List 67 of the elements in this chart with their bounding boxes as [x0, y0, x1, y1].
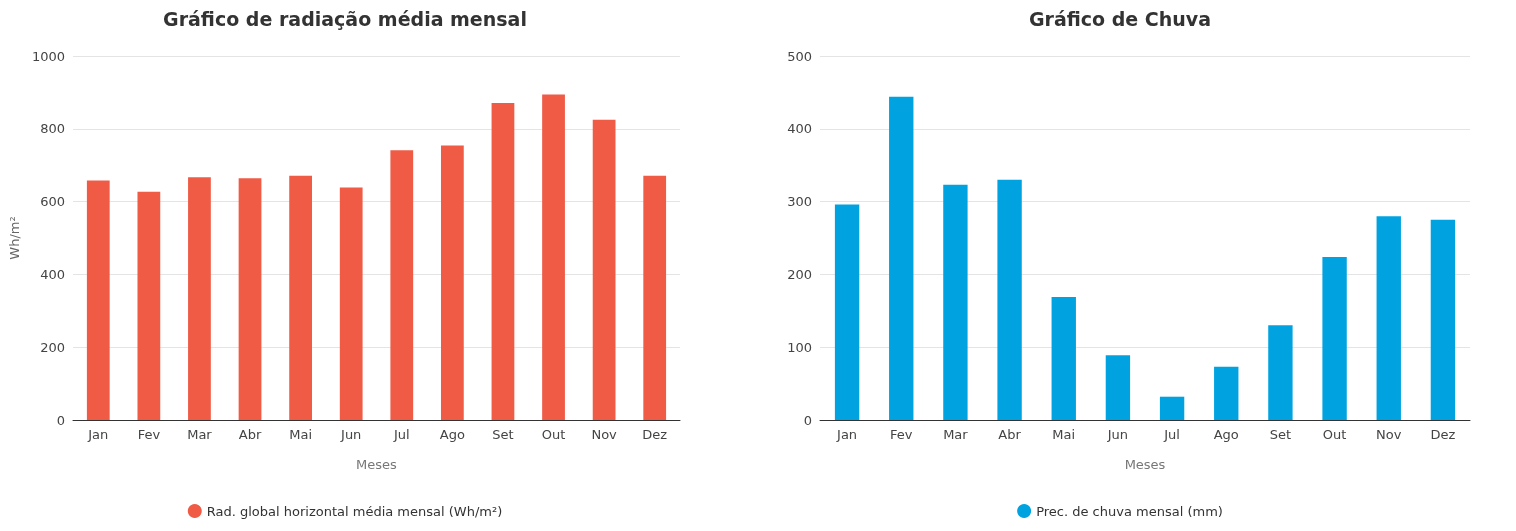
x-tick-label: Jan — [87, 427, 109, 442]
x-tick-label: Jun — [1106, 427, 1129, 442]
x-tick-label: Nov — [591, 427, 618, 442]
x-tick-label: Fev — [890, 427, 913, 442]
bar — [1430, 219, 1456, 420]
x-tick-label: Out — [541, 427, 566, 442]
chart-title: Gráfico de Chuva — [1028, 7, 1212, 30]
bar — [542, 94, 565, 420]
legend-label: Prec. de chuva mensal (mm) — [1036, 503, 1223, 519]
y-tick-label: 1000 — [31, 48, 65, 64]
bar — [1376, 216, 1401, 420]
x-axis-title: Meses — [356, 457, 398, 472]
bar — [238, 178, 262, 420]
bar — [1268, 325, 1293, 420]
x-tick-label: Ago — [439, 427, 465, 442]
y-tick-label: 100 — [787, 339, 812, 355]
bar — [137, 191, 161, 420]
bar — [339, 187, 363, 420]
bar — [86, 180, 110, 420]
x-tick-label: Out — [1322, 427, 1347, 442]
x-tick-label: Abr — [238, 427, 262, 442]
y-tick-label: 200 — [40, 339, 65, 355]
bar — [289, 175, 312, 420]
y-tick-label: 800 — [40, 121, 65, 137]
x-tick-label: Set — [492, 427, 514, 442]
x-tick-label: Jul — [1163, 427, 1180, 442]
bar — [440, 145, 464, 420]
x-tick-label: Mai — [1052, 427, 1076, 442]
y-tick-label: 0 — [56, 412, 65, 428]
x-tick-label: Dez — [1430, 427, 1456, 442]
bar — [997, 179, 1022, 420]
y-tick-label: 400 — [40, 266, 65, 282]
bar — [943, 184, 968, 420]
y-tick-label: 200 — [787, 266, 812, 282]
bar — [1105, 355, 1131, 420]
y-tick-label: 500 — [787, 48, 812, 64]
y-tick-label: 0 — [803, 412, 812, 428]
y-axis-title: Wh/m² — [7, 216, 22, 260]
x-tick-label: Jun — [340, 427, 362, 442]
x-tick-label: Abr — [998, 427, 1022, 442]
y-tick-label: 300 — [787, 194, 812, 210]
x-tick-label: Mar — [187, 427, 213, 442]
bar — [834, 204, 860, 420]
bar — [1214, 366, 1239, 420]
bar — [592, 119, 616, 420]
x-tick-label: Mai — [289, 427, 313, 442]
bar — [188, 177, 211, 420]
bar — [889, 96, 914, 420]
x-tick-label: Jan — [836, 427, 858, 442]
x-tick-label: Nov — [1376, 427, 1402, 442]
y-tick-label: 400 — [787, 121, 812, 137]
x-tick-label: Set — [1269, 427, 1292, 442]
x-tick-label: Mar — [943, 427, 969, 442]
x-tick-label: Jul — [392, 427, 410, 442]
bar — [1051, 296, 1076, 420]
x-tick-label: Ago — [1213, 427, 1239, 442]
x-axis-title: Meses — [1124, 457, 1166, 472]
bar — [1159, 396, 1185, 420]
y-tick-label: 600 — [40, 194, 65, 210]
bar — [491, 102, 515, 420]
legend-label: Rad. global horizontal média mensal (Wh/m²) — [206, 503, 503, 519]
bar — [643, 175, 667, 420]
bar — [390, 150, 414, 420]
x-tick-label: Dez — [642, 427, 668, 442]
chart-title: Gráfico de radiação média mensal — [163, 7, 527, 30]
bar — [1322, 256, 1347, 420]
x-tick-label: Fev — [137, 427, 161, 442]
